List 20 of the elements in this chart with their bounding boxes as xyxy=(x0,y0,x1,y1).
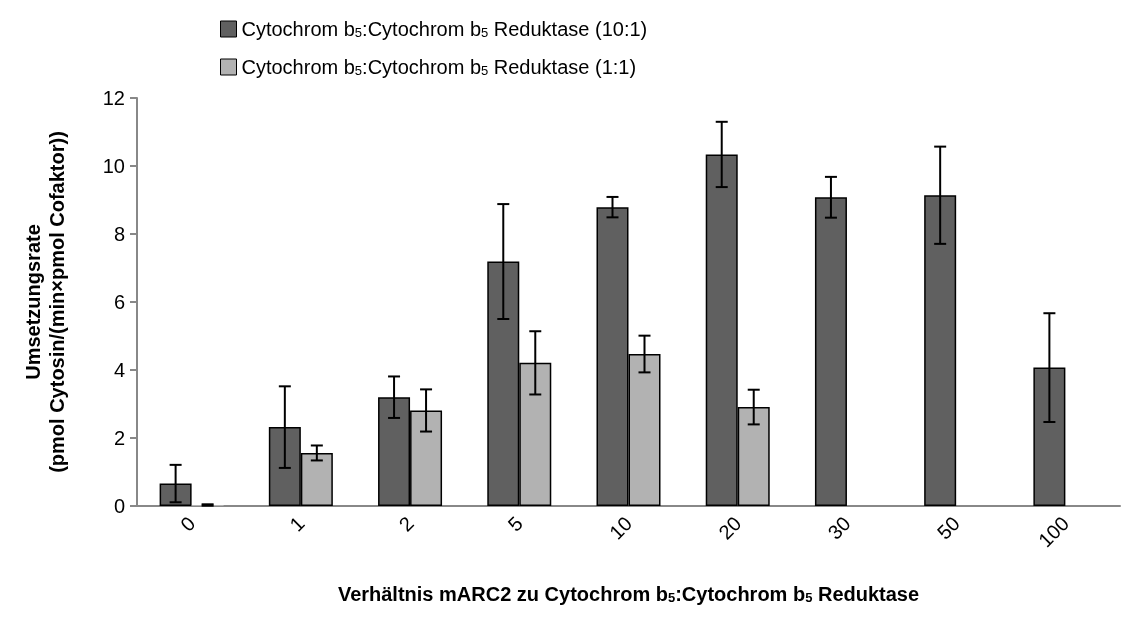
y-tick-label: 6 xyxy=(113,291,125,313)
x-tick-label: 30 xyxy=(823,512,855,544)
x-tick-label: 20 xyxy=(714,512,746,544)
x-tick-label: 50 xyxy=(932,512,964,544)
x-tick-label: 5 xyxy=(503,512,528,536)
x-axis-title: Verhältnis mARC2 zu Cytochrom b5:Cytochrom b5 Reduktase xyxy=(337,583,920,605)
y-tick-label: 2 xyxy=(113,427,125,449)
y-tick-label: 4 xyxy=(113,359,125,381)
x-tick-label: 100 xyxy=(1034,512,1074,552)
legend-label: Cytochrom b5:Cytochrom b5 Reduktase (1:1) xyxy=(241,56,637,78)
x-tick-label: 2 xyxy=(394,512,418,536)
x-tick-label: 10 xyxy=(605,512,637,544)
y-tick-label: 12 xyxy=(102,87,125,109)
x-tick-label: 0 xyxy=(175,512,200,536)
y-tick-label: 8 xyxy=(113,223,125,245)
y-axis-title: Umsetzungsrate (pmol Cytosin/(min×pmol Cofaktor)) xyxy=(22,131,68,473)
y-tick-label: 0 xyxy=(113,495,125,517)
y-tick-label: 10 xyxy=(102,155,125,177)
x-tick-label: 1 xyxy=(285,512,309,536)
legend-label: Cytochrom b5:Cytochrom b5 Reduktase (10:1) xyxy=(241,18,648,40)
